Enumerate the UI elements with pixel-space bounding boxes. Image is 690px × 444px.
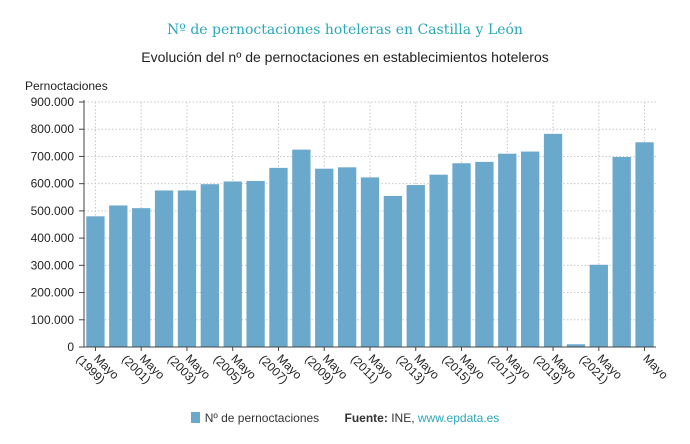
- bar: [86, 216, 105, 347]
- x-tick-label: Mayo(2019): [531, 351, 580, 386]
- x-tick-label: Mayo(2011): [348, 351, 397, 386]
- source-label: Fuente:: [344, 411, 388, 425]
- x-tick-label: Mayo(2017): [485, 351, 534, 386]
- bar: [406, 185, 425, 347]
- bar: [200, 184, 219, 347]
- bar: [635, 142, 654, 347]
- bar: [498, 153, 517, 347]
- y-tick-labels: 0 100.000 200.000 300.000 400.000 500.000 600.…: [31, 95, 75, 354]
- y-tick-label: 300.000: [31, 258, 75, 272]
- x-tick-label: Mayo(2001): [119, 351, 168, 386]
- legend: Nº de pernoctaciones Fuente: INE, www.ep…: [0, 411, 690, 425]
- bar: [177, 190, 197, 347]
- chart-title: Nº de pernoctaciones hoteleras en Castil…: [167, 22, 523, 38]
- y-tick-label: 900.000: [31, 95, 75, 109]
- bar: [360, 177, 380, 347]
- y-tick-label: 0: [67, 340, 74, 354]
- y-tick-label: 700.000: [31, 149, 75, 163]
- legend-swatch: [190, 412, 200, 423]
- bar: [109, 205, 128, 347]
- x-tick-labels: Mayo(1999) Mayo(2001) Mayo(2003) Mayo(2005)…: [73, 351, 671, 386]
- bar: [452, 163, 471, 347]
- x-tick-label: Mayo(2007): [256, 351, 305, 386]
- chart-subtitle: Evolución del nº de pernoctaciones en es…: [141, 49, 549, 65]
- bars: [86, 133, 654, 347]
- y-tick-label: 200.000: [31, 286, 75, 300]
- bar: [566, 344, 586, 347]
- bar: [292, 149, 311, 347]
- x-tick-label: Mayo(2003): [165, 351, 214, 386]
- bar: [543, 133, 563, 347]
- bar: [429, 174, 448, 347]
- x-tick-label: Mayo(2021): [577, 351, 626, 386]
- y-tick-label: 600.000: [31, 177, 75, 191]
- y-tick-label: 100.000: [31, 313, 75, 327]
- bar: [223, 181, 242, 347]
- x-tick-label: Mayo(2009): [302, 351, 351, 386]
- bar: [315, 168, 334, 347]
- x-tick-label-line1: Mayo: [640, 351, 671, 382]
- bar: [521, 151, 540, 347]
- x-tick-label: Mayo(2013): [394, 351, 443, 386]
- y-tick-label: 400.000: [31, 231, 75, 245]
- axes: [79, 100, 656, 351]
- bar: [612, 156, 631, 347]
- x-tick-label: Mayo(2015): [440, 351, 489, 386]
- x-tick-label: Mayo(2005): [211, 351, 260, 386]
- bar: [154, 190, 174, 347]
- source-link[interactable]: www.epdata.es: [417, 411, 500, 425]
- bar: [383, 195, 403, 347]
- y-tick-label: 500.000: [31, 204, 75, 218]
- bar: [589, 264, 608, 347]
- legend-series-label: Nº de pernoctaciones: [204, 411, 320, 425]
- x-tick-label: Mayo: [640, 351, 671, 382]
- bar: [132, 208, 151, 347]
- x-tick-label: Mayo(1999): [73, 351, 122, 386]
- y-axis-label: Pernoctaciones: [25, 79, 108, 93]
- y-tick-label: 800.000: [31, 122, 75, 136]
- bar: [337, 167, 357, 347]
- bar: [269, 167, 288, 347]
- source-text: INE,: [391, 411, 415, 425]
- bar: [246, 180, 265, 347]
- bar: [475, 161, 494, 347]
